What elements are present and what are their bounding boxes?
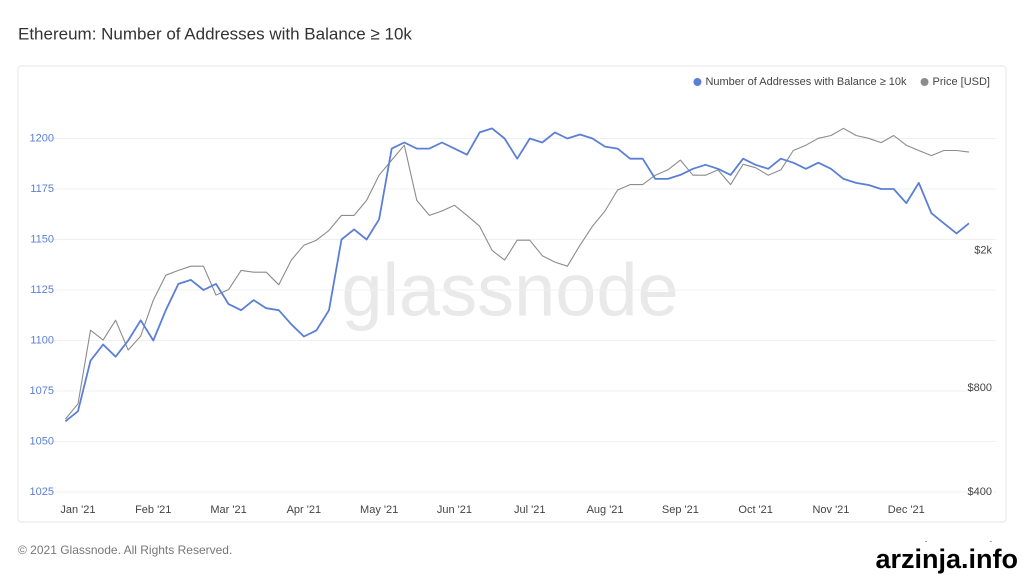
series-line xyxy=(64,127,970,420)
x-tick-label: May '21 xyxy=(360,504,398,516)
legend-label: Number of Addresses with Balance ≥ 10k xyxy=(705,76,907,88)
x-tick-label: Nov '21 xyxy=(812,504,849,516)
y-tick-label: 1050 xyxy=(30,435,54,447)
chart-title: Ethereum: Number of Addresses with Balan… xyxy=(18,24,412,43)
x-tick-label: Mar '21 xyxy=(210,504,246,516)
x-tick-label: Apr '21 xyxy=(287,504,322,516)
legend-marker xyxy=(920,78,929,86)
y-tick-label: 1200 xyxy=(30,132,54,144)
y2-tick-label: $2k xyxy=(974,244,992,256)
y-tick-label: 1075 xyxy=(30,385,54,397)
x-tick-label: Dec '21 xyxy=(888,504,925,516)
y-tick-label: 1150 xyxy=(30,233,54,245)
overlay-bg xyxy=(826,542,1024,576)
x-tick-label: Feb '21 xyxy=(135,504,171,516)
y-tick-label: 1175 xyxy=(30,183,54,195)
series-line xyxy=(64,127,970,423)
y-tick-label: 1100 xyxy=(30,334,54,346)
x-tick-label: Jul '21 xyxy=(514,504,545,516)
x-tick-label: Jan '21 xyxy=(60,504,95,516)
x-tick-label: Jun '21 xyxy=(437,504,472,516)
x-tick-label: Aug '21 xyxy=(587,504,624,516)
y-tick-label: 1025 xyxy=(30,486,54,498)
x-tick-label: Oct '21 xyxy=(738,504,773,516)
chart-frame xyxy=(17,65,1007,523)
x-tick-label: Sep '21 xyxy=(662,504,699,516)
y2-tick-label: $800 xyxy=(968,382,992,394)
y-tick-label: 1125 xyxy=(30,284,54,296)
y2-tick-label: $400 xyxy=(968,486,992,498)
footer: © 2021 Glassnode. All Rights Reserved. xyxy=(18,543,232,557)
legend-label: Price [USD] xyxy=(933,76,990,88)
overlay-watermark: arzinja.info xyxy=(875,544,1018,574)
legend-marker xyxy=(693,78,702,86)
